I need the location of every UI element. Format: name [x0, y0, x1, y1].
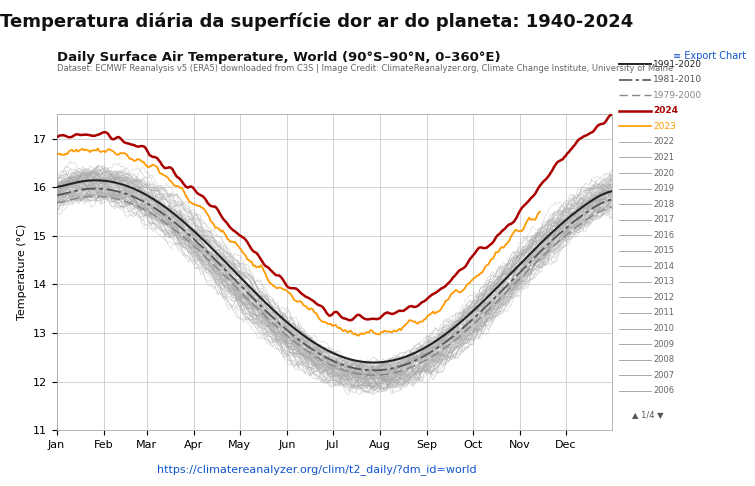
Text: 2018: 2018	[653, 200, 674, 208]
Text: 2012: 2012	[653, 293, 674, 302]
Text: 2021: 2021	[653, 153, 674, 162]
Text: 2019: 2019	[653, 184, 674, 193]
Text: 2023: 2023	[653, 122, 676, 131]
Text: 2015: 2015	[653, 246, 674, 255]
Text: 1991-2020: 1991-2020	[653, 60, 702, 69]
Text: https://climatereanalyzer.org/clim/t2_daily/?dm_id=world: https://climatereanalyzer.org/clim/t2_da…	[157, 465, 477, 475]
Text: 2011: 2011	[653, 309, 674, 317]
Text: 2009: 2009	[653, 340, 674, 348]
Text: Dataset: ECMWF Reanalysis v5 (ERA5) downloaded from C3S | Image Credit: ClimateR: Dataset: ECMWF Reanalysis v5 (ERA5) down…	[57, 64, 673, 73]
Text: 2008: 2008	[653, 355, 674, 364]
Text: 2024: 2024	[653, 106, 678, 115]
Text: 2013: 2013	[653, 278, 674, 286]
Text: 2007: 2007	[653, 371, 674, 380]
Text: Daily Surface Air Temperature, World (90°S–90°N, 0–360°E): Daily Surface Air Temperature, World (90…	[57, 51, 501, 64]
Y-axis label: Temperature (°C): Temperature (°C)	[17, 224, 27, 320]
Text: Temperatura diária da superfície dor ar do planeta: 1940-2024: Temperatura diária da superfície dor ar …	[1, 12, 633, 31]
Text: ≡ Export Chart: ≡ Export Chart	[673, 51, 746, 61]
Text: 2016: 2016	[653, 231, 674, 240]
Text: 1979-2000: 1979-2000	[653, 91, 702, 100]
Text: 2006: 2006	[653, 386, 674, 395]
Text: 2014: 2014	[653, 262, 674, 271]
Text: 2022: 2022	[653, 138, 674, 146]
Text: ▲ 1/4 ▼: ▲ 1/4 ▼	[632, 410, 663, 419]
Text: 2017: 2017	[653, 215, 674, 224]
Text: 2020: 2020	[653, 169, 674, 177]
Text: 2010: 2010	[653, 324, 674, 333]
Text: 1981-2010: 1981-2010	[653, 75, 702, 84]
